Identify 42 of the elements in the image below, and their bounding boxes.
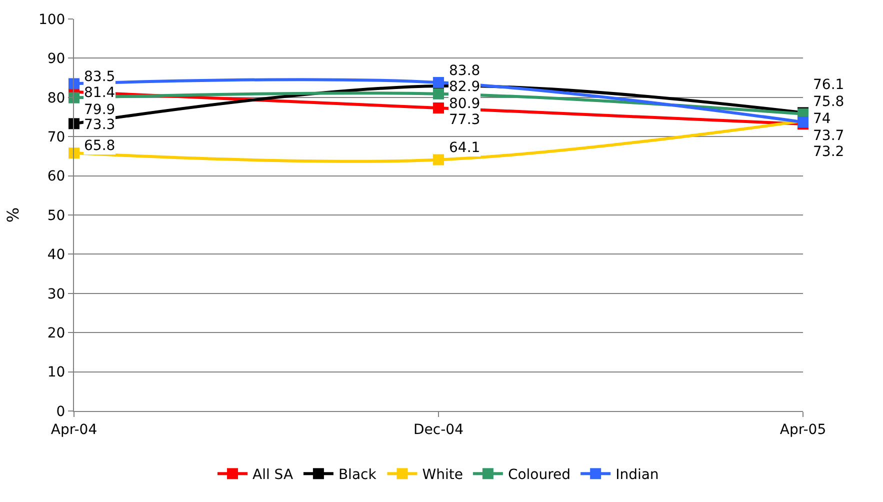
point: [68, 118, 80, 130]
x-tick-label: Dec-04: [414, 422, 464, 438]
data-label: 74: [813, 111, 831, 127]
data-label: 73.7: [813, 128, 844, 144]
y-tick-label: 90: [47, 51, 66, 68]
data-label: 79.9: [84, 102, 116, 118]
data-label: 65.8: [84, 138, 116, 154]
y-tick-label: 0: [56, 404, 66, 420]
point: [433, 102, 444, 114]
legend-label: White: [422, 467, 463, 484]
legend-label: Indian: [616, 467, 659, 484]
data-label: 64.1: [449, 140, 480, 156]
x-tick-label: Apr-05: [780, 422, 826, 438]
legend-label: Coloured: [508, 467, 571, 484]
data-label: 83.5: [84, 69, 116, 85]
y-tick-label: 100: [38, 12, 66, 28]
data-label: 75.8: [813, 94, 844, 110]
data-label: 73.2: [813, 144, 844, 160]
point: [433, 77, 444, 88]
y-tick-label: 50: [47, 208, 66, 224]
y-tick-label: 70: [47, 130, 66, 146]
y-tick-label: 10: [47, 364, 66, 381]
data-label: 83.8: [449, 63, 480, 79]
point: [68, 148, 80, 159]
y-tick-label: 20: [47, 326, 66, 342]
y-axis-title: %: [3, 207, 22, 223]
y-tick-label: 60: [47, 168, 66, 185]
x-tick-label: Apr-04: [50, 422, 98, 438]
y-tick-label: 80: [47, 90, 66, 106]
y-tick-label: 30: [47, 286, 66, 302]
data-label: 73.3: [84, 117, 116, 133]
data-label: 76.1: [813, 77, 844, 93]
data-label: 82.9: [449, 79, 480, 95]
point: [433, 88, 444, 100]
point: [68, 78, 80, 90]
data-label: 77.3: [449, 112, 480, 128]
data-label: 81.4: [84, 85, 116, 101]
legend-label: Black: [338, 467, 378, 484]
legend-label: All SA: [252, 467, 294, 484]
point: [433, 154, 444, 166]
y-tick-label: 40: [47, 247, 66, 264]
data-label: 80.9: [449, 96, 480, 112]
